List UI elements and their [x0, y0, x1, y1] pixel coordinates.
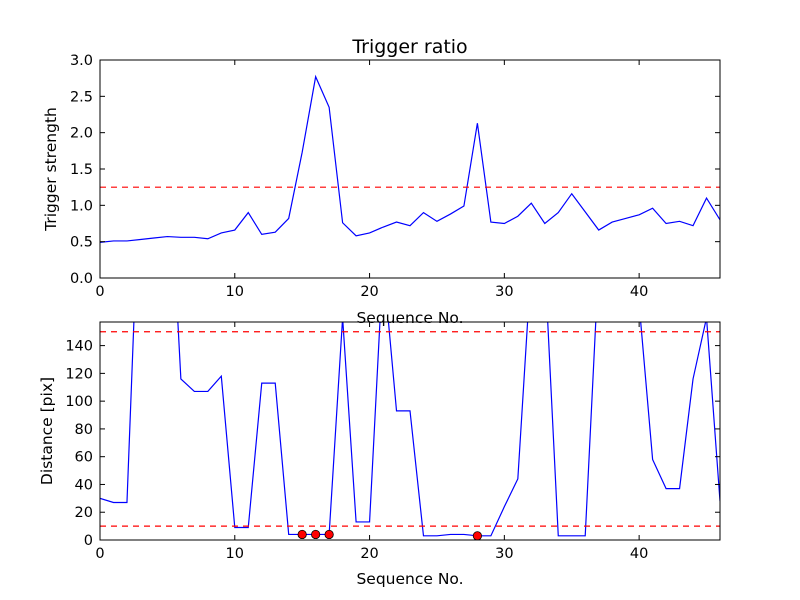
y-tick-label: 0	[84, 533, 93, 549]
y-tick-label: 120	[65, 366, 93, 382]
y-tick-label: 60	[75, 450, 93, 466]
y-tick-label: 140	[65, 339, 93, 355]
x-tick-label: 20	[360, 546, 378, 562]
ticks: 0 10 20 30 40 0.0 0.5 1.0 1.5 2.0 2.5 3.0	[70, 53, 720, 300]
y-tick-label: 2.5	[70, 89, 93, 105]
x-axis-label: Sequence No.	[356, 309, 463, 327]
y-tick-label: 20	[75, 505, 93, 521]
series-line	[100, 74, 720, 243]
y-tick-label: 80	[75, 422, 93, 438]
x-tick-label: 0	[95, 546, 104, 562]
y-axis-label: Trigger strength	[42, 107, 60, 232]
chart-distance: 0 10 20 30 40 0 20 40 60 80 100 120 140 Sequence No.…	[38, 321, 721, 588]
x-tick-label: 40	[630, 546, 648, 562]
y-tick-label: 3.0	[70, 53, 93, 69]
x-tick-label: 40	[630, 284, 648, 300]
y-tick-label: 100	[65, 394, 93, 410]
plot-area	[100, 74, 720, 243]
y-tick-label: 1.5	[70, 162, 93, 178]
y-tick-label: 0.5	[70, 235, 93, 251]
data-point-marker	[311, 529, 321, 540]
data-point-marker	[297, 529, 307, 540]
x-tick-label: 30	[495, 284, 513, 300]
y-tick-label: 0.0	[70, 271, 93, 287]
plot-area	[100, 322, 720, 540]
chart-title: Trigger ratio	[351, 36, 467, 58]
series-line	[100, 322, 720, 537]
axes-frame	[99, 321, 721, 541]
y-tick-label: 40	[75, 477, 93, 493]
x-tick-label: 20	[360, 284, 378, 300]
x-axis-label: Sequence No.	[356, 570, 463, 588]
y-tick-label: 2.0	[70, 126, 93, 142]
x-tick-label: 30	[495, 546, 513, 562]
chart-trigger-ratio: Trigger ratio 0 10 20 30 40 0.0 0.5 1.0 1.5 2.0 2.…	[42, 36, 721, 327]
x-tick-label: 0	[95, 284, 104, 300]
y-axis-label: Distance [pix]	[38, 377, 56, 485]
ticks: 0 10 20 30 40 0 20 40 60 80 100 120 140	[65, 322, 720, 562]
x-tick-label: 10	[226, 284, 244, 300]
data-point-marker	[324, 529, 334, 540]
x-tick-label: 10	[226, 546, 244, 562]
y-tick-label: 1.0	[70, 198, 93, 214]
data-point-marker	[472, 531, 482, 540]
